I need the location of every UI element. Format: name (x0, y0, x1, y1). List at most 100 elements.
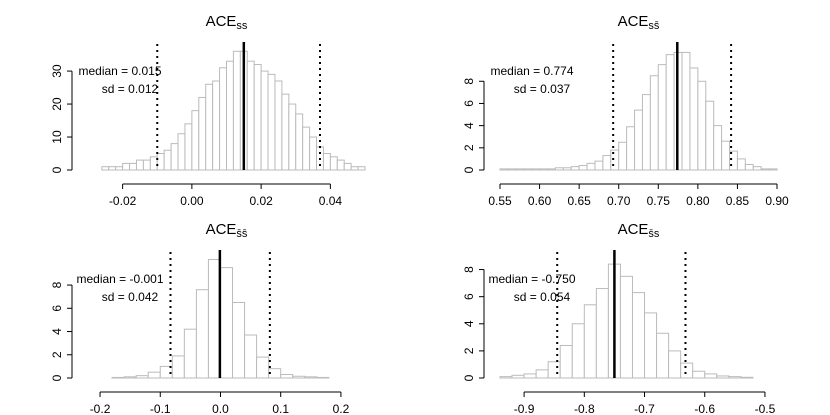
y-tick-label: 30 (50, 64, 64, 78)
bar (595, 288, 609, 379)
bar (268, 368, 282, 379)
bar (618, 141, 628, 171)
bar (256, 356, 270, 379)
bar (680, 362, 694, 379)
bar (594, 160, 604, 171)
x-tick-label: -0.9 (514, 402, 535, 415)
bar (212, 80, 221, 171)
bar (641, 94, 651, 171)
bar (631, 292, 646, 379)
bar (101, 166, 110, 171)
bar (260, 70, 269, 171)
bar (350, 166, 359, 171)
bar (713, 125, 723, 171)
x-tick-label: 0.90 (765, 194, 789, 208)
bar (253, 63, 262, 171)
chart-title: ACEss̄ (618, 13, 660, 32)
bar (115, 166, 124, 171)
bar (135, 375, 149, 379)
x-tick-label: 0.60 (528, 194, 552, 208)
bar (768, 168, 778, 171)
y-tick-label: 4 (462, 320, 476, 327)
bar (499, 376, 513, 379)
annotation: sd = 0.037 (514, 82, 571, 96)
title-main: ACE (618, 13, 649, 30)
y-tick-label: 2 (50, 351, 64, 358)
x-tick-label: 0.85 (726, 194, 750, 208)
bar (586, 162, 596, 171)
bar (329, 156, 338, 171)
title-main: ACE (206, 13, 237, 30)
bar (171, 355, 185, 379)
annotation: sd = 0.054 (514, 290, 571, 304)
bar (619, 275, 633, 379)
bar (322, 153, 331, 171)
bar (499, 168, 509, 171)
bar (183, 328, 197, 379)
bar (142, 159, 151, 171)
bar (547, 361, 561, 379)
bar (357, 166, 366, 171)
bar (546, 168, 556, 171)
x-tick-label: -0.1 (150, 402, 171, 415)
bar (302, 126, 311, 171)
title-subscript: s̄s̄ (236, 228, 248, 240)
bar (309, 136, 318, 171)
x-tick-label: 0.55 (488, 194, 512, 208)
x-tick-label: 0.80 (686, 194, 710, 208)
x-tick-label: -0.7 (634, 402, 655, 415)
bar (705, 100, 715, 171)
bar (721, 140, 731, 171)
bar (281, 93, 290, 171)
bar (205, 83, 214, 171)
y-tick-label: 4 (50, 328, 64, 335)
x-tick-label: 0.65 (567, 194, 591, 208)
bar (149, 156, 158, 171)
bar (507, 168, 517, 171)
bar (704, 373, 718, 379)
x-tick-label: 0.1 (272, 402, 289, 415)
y-tick-label: 2 (462, 144, 476, 151)
y-tick-label: 6 (50, 305, 64, 312)
bar (511, 374, 525, 379)
bar (692, 370, 706, 379)
bar (649, 75, 659, 171)
bar (343, 162, 352, 171)
annotation: sd = 0.042 (102, 290, 159, 304)
bar (288, 103, 297, 171)
bar (665, 54, 675, 171)
bar (716, 375, 730, 379)
bar (336, 159, 345, 171)
bar (531, 168, 541, 171)
annotation: median = -0.750 (488, 272, 575, 286)
bar (744, 163, 754, 171)
bar (634, 109, 643, 171)
annotation: median = 0.015 (78, 64, 161, 78)
annotation: median = 0.774 (490, 64, 573, 78)
bar (280, 374, 294, 379)
bar (316, 376, 330, 379)
bar (559, 344, 573, 379)
bar (129, 162, 137, 171)
bar (668, 350, 682, 379)
x-tick-label: 0.02 (249, 194, 273, 208)
x-tick-label: 0.75 (647, 194, 671, 208)
bar (523, 168, 533, 171)
bar (554, 167, 564, 171)
bar (740, 376, 754, 379)
chart-title: ACEss (206, 13, 248, 32)
bar (610, 149, 620, 171)
chart-title: ACEs̄s (618, 221, 660, 240)
bar (111, 376, 125, 379)
bar (147, 371, 161, 379)
bar (123, 376, 137, 379)
x-tick-label: -0.2 (90, 402, 111, 415)
x-tick-label: 0.70 (607, 194, 631, 208)
title-subscript: ss̄ (648, 20, 660, 32)
bar (626, 126, 636, 171)
title-subscript: ss (236, 20, 248, 32)
title-main: ACE (206, 221, 237, 238)
y-tick-label: 6 (462, 293, 476, 300)
x-tick-label: -0.6 (694, 402, 715, 415)
